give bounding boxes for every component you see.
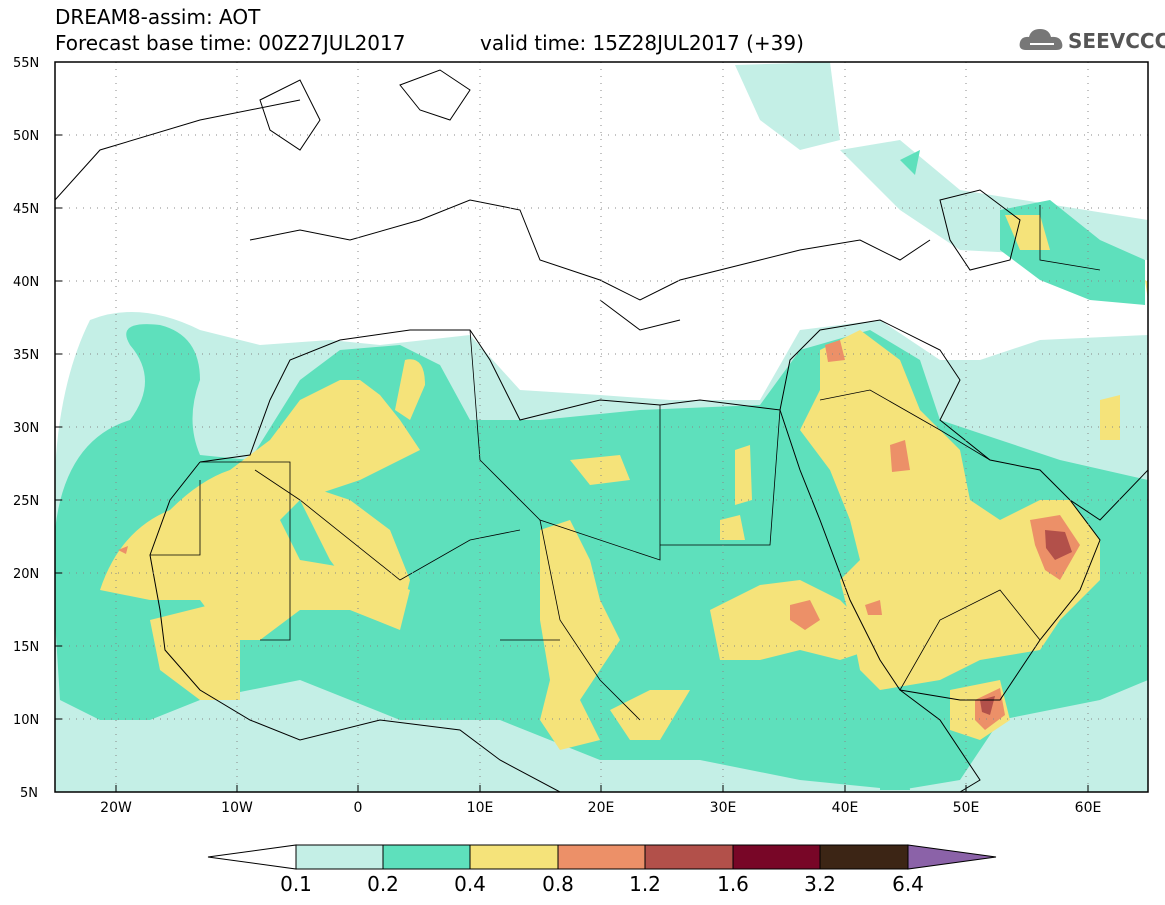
colorbar-swatch xyxy=(295,844,384,870)
lat-label: 5N xyxy=(20,786,38,801)
lat-label: 30N xyxy=(13,421,39,436)
ticks xyxy=(55,61,1089,792)
colorbar-label: 0.8 xyxy=(542,872,574,896)
lat-label: 50N xyxy=(13,129,39,144)
forecast-base-time: Forecast base time: 00Z27JUL2017 xyxy=(55,31,406,55)
colorbar-label: 0.2 xyxy=(367,872,399,896)
colorbar-label: 1.6 xyxy=(717,872,749,896)
colorbar-label: 3.2 xyxy=(804,872,836,896)
lat-label: 45N xyxy=(13,202,39,217)
lon-label: 30E xyxy=(710,800,737,816)
lon-label: 10W xyxy=(221,800,253,816)
colorbar-lower-extend xyxy=(207,844,297,870)
lat-label: 55N xyxy=(13,56,39,71)
lon-label: 10E xyxy=(467,800,494,816)
lat-label: 10N xyxy=(13,713,39,728)
lon-label: 0 xyxy=(354,800,363,816)
colorbar-swatch xyxy=(382,844,471,870)
lat-label: 25N xyxy=(13,494,39,509)
colorbar-swatch xyxy=(644,844,734,870)
lat-label: 35N xyxy=(13,348,39,363)
colorbar-label: 0.1 xyxy=(280,872,312,896)
aot-field xyxy=(55,62,1148,792)
country-borders xyxy=(150,205,1101,721)
longitude-labels: 20W 10W 0 10E 20E 30E 40E 50E 60E xyxy=(100,800,1101,816)
lon-label: 40E xyxy=(832,800,859,816)
colorbar-label: 1.2 xyxy=(629,872,661,896)
colorbar-label: 6.4 xyxy=(892,872,924,896)
cloud-icon xyxy=(1019,29,1063,50)
colorbar-swatch xyxy=(557,844,646,870)
colorbar-swatch xyxy=(819,844,909,870)
colorbar-swatch xyxy=(732,844,821,870)
colorbar-label: 0.4 xyxy=(454,872,486,896)
lon-label: 20E xyxy=(588,800,615,816)
colorbar-swatch xyxy=(469,844,559,870)
valid-time: valid time: 15Z28JUL2017 (+39) xyxy=(480,31,804,55)
map-title: DREAM8-assim: AOT xyxy=(55,5,261,29)
lon-label: 20W xyxy=(100,800,132,816)
lon-label: 50E xyxy=(953,800,980,816)
seevccc-logo: SEEVCCC xyxy=(1018,24,1165,56)
colorbar xyxy=(207,844,997,870)
latitude-labels: 55N 50N 45N 40N 35N 30N 25N 20N 15N 10N … xyxy=(13,56,39,801)
lat-label: 40N xyxy=(13,275,39,290)
colorbar-upper-extend xyxy=(907,844,997,870)
lat-label: 20N xyxy=(13,567,39,582)
lon-label: 60E xyxy=(1075,800,1102,816)
lat-label: 15N xyxy=(13,640,39,655)
aot-level-1.2 xyxy=(980,530,1072,715)
aot-level-0.4 xyxy=(100,215,1148,750)
graticule xyxy=(55,62,1148,792)
